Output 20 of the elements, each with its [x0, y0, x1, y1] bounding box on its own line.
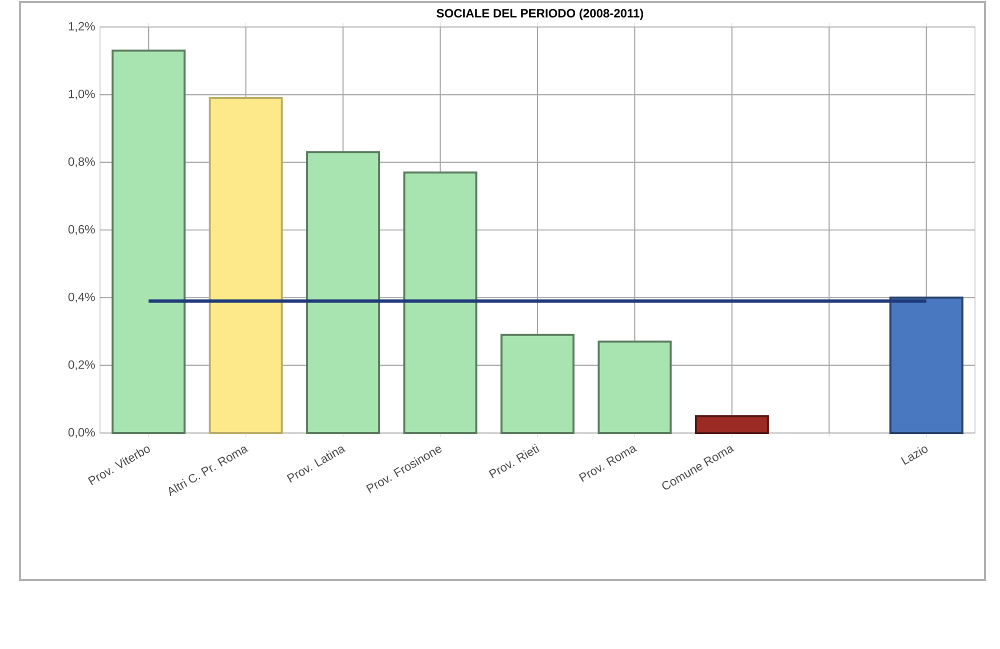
x-tick-label: Altri C. Pr. Roma [168, 446, 248, 496]
x-tick-label: Prov. Roma [578, 446, 638, 482]
y-tick-label: 0,8% [68, 157, 95, 168]
y-tick-label: 0,2% [68, 360, 95, 370]
bar [112, 50, 186, 434]
bar [306, 151, 380, 434]
y-tick-label: 1,0% [68, 90, 95, 100]
y-tick-label: 0,0% [68, 428, 95, 438]
x-tick-label: Prov. Rieti [488, 444, 540, 478]
x-tick-label: Lazio [900, 446, 928, 465]
bar [403, 171, 478, 434]
bar [694, 415, 769, 434]
bar [889, 296, 964, 434]
y-tick-label: 1,2% [68, 22, 95, 32]
bar [500, 334, 574, 434]
y-tick-label: 0,4% [68, 292, 95, 303]
bar [208, 97, 283, 434]
y-tick-label: 0,6% [68, 225, 95, 235]
chart-title: SOCIALE DEL PERIODO (2008-2011) [436, 8, 644, 20]
bar [598, 340, 672, 434]
